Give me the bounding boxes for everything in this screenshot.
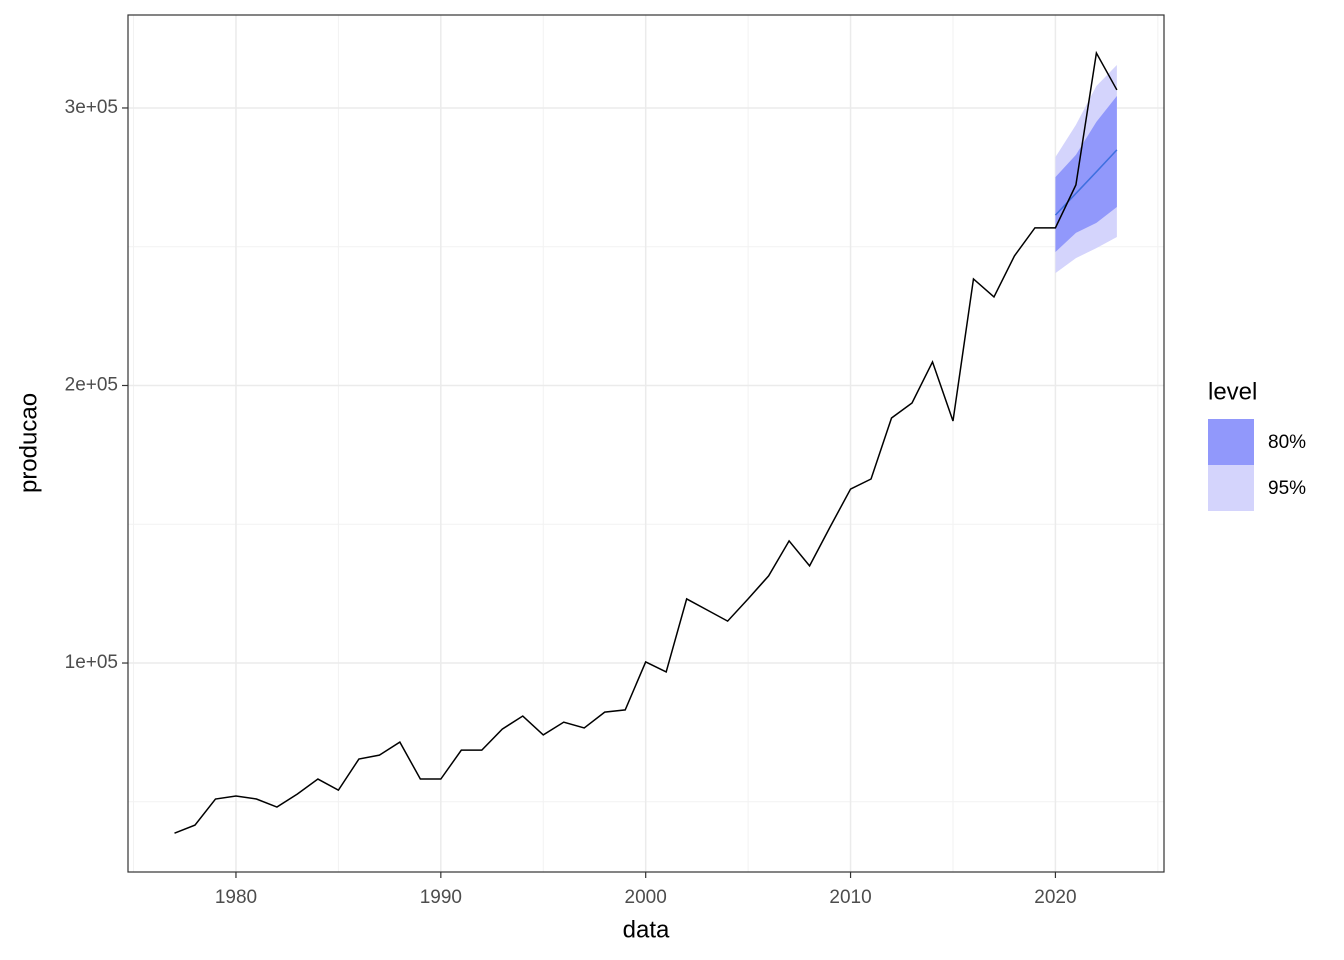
legend-key [1208, 419, 1254, 465]
legend-title: level [1208, 378, 1257, 405]
x-tick-label: 1980 [215, 887, 257, 908]
legend-label: 95% [1268, 478, 1306, 499]
observed-line [174, 50, 1118, 834]
y-tick-label: 1e+05 [65, 652, 118, 673]
y-tick-label: 2e+05 [65, 375, 118, 396]
marks [174, 50, 1118, 834]
axes: 1e+05 2e+05 3e+05 1980 1990 2000 2010 2020 [65, 97, 1077, 908]
forecast-line [1054, 149, 1118, 216]
y-axis-label: producao [15, 393, 42, 493]
interval-band [1055, 96, 1117, 253]
y-tick-label: 3e+05 [65, 97, 118, 118]
legend-label: 80% [1268, 432, 1306, 453]
x-tick-label: 2000 [625, 887, 667, 908]
x-tick-label: 2020 [1034, 887, 1076, 908]
x-axis-label: data [623, 916, 670, 943]
x-tick-label: 2010 [829, 887, 871, 908]
legend-key [1208, 465, 1254, 511]
x-tick-label: 1990 [420, 887, 462, 908]
legend: level 80% 95% [1208, 378, 1306, 511]
